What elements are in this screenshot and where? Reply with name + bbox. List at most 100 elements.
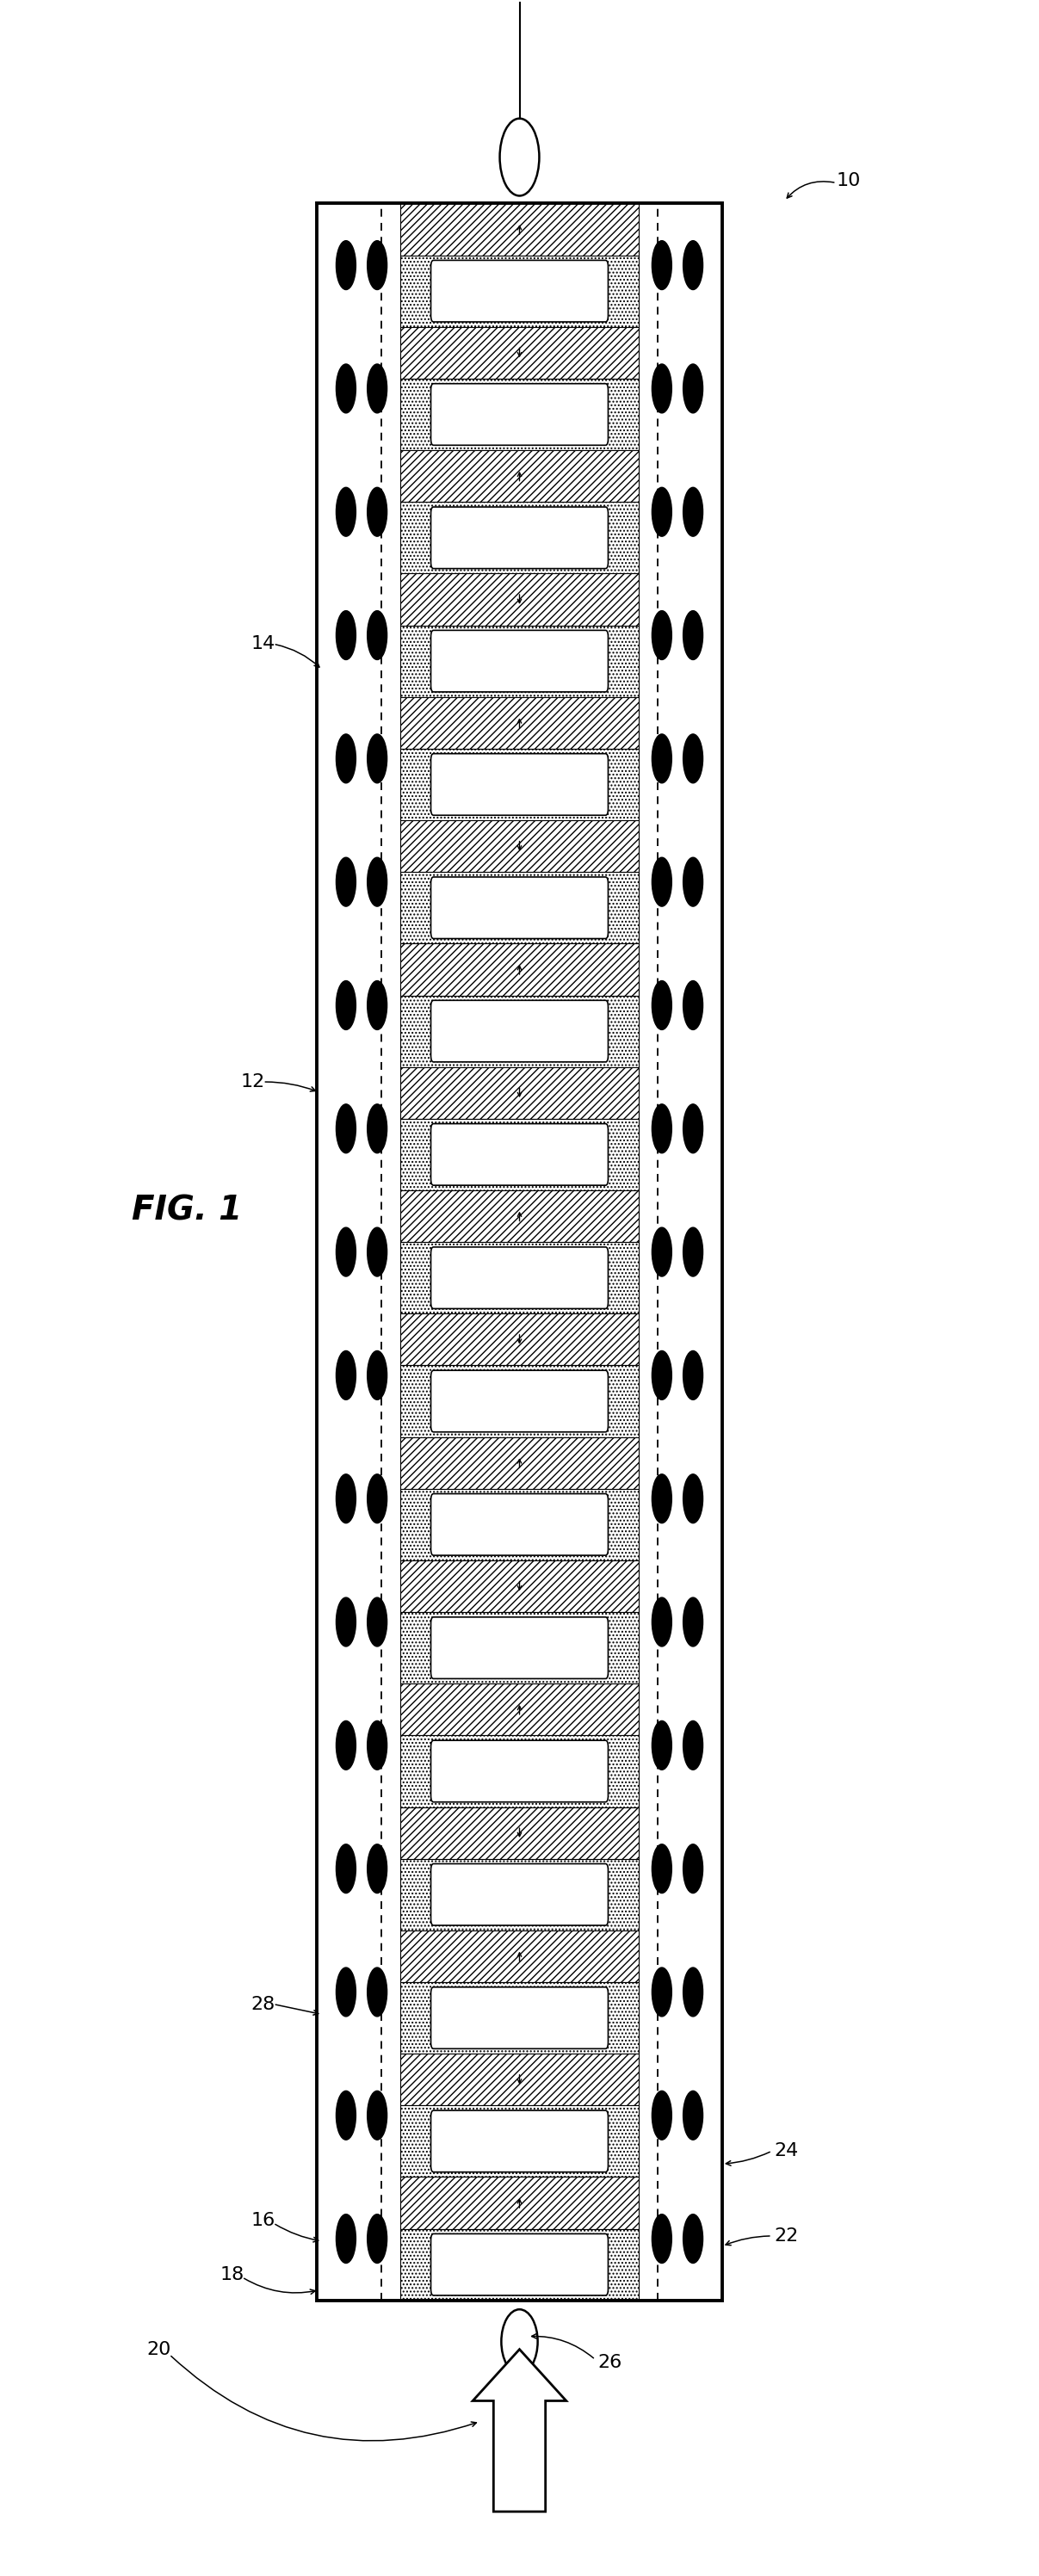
Circle shape — [652, 1721, 671, 1770]
Bar — [400, 1118, 639, 1190]
Bar — [400, 1489, 639, 1561]
Bar — [400, 1860, 639, 1929]
Bar — [400, 1736, 639, 1806]
FancyBboxPatch shape — [431, 2233, 608, 2295]
Bar — [400, 204, 639, 255]
FancyBboxPatch shape — [431, 1123, 608, 1185]
Bar — [400, 626, 639, 698]
Circle shape — [336, 1597, 355, 1646]
Circle shape — [336, 363, 355, 412]
Polygon shape — [473, 2349, 566, 2512]
FancyBboxPatch shape — [431, 755, 608, 814]
Circle shape — [652, 1105, 671, 1154]
Circle shape — [652, 240, 671, 289]
Circle shape — [336, 1721, 355, 1770]
Circle shape — [336, 611, 355, 659]
Circle shape — [684, 240, 702, 289]
Bar — [400, 2105, 639, 2177]
Text: 12: 12 — [241, 1074, 265, 1090]
Bar — [400, 327, 639, 379]
Circle shape — [652, 487, 671, 536]
Bar — [400, 1066, 639, 1118]
FancyBboxPatch shape — [431, 260, 608, 322]
Bar — [400, 379, 639, 451]
Circle shape — [336, 2092, 355, 2141]
Circle shape — [684, 363, 702, 412]
Bar — [400, 943, 639, 994]
FancyBboxPatch shape — [431, 2110, 608, 2172]
Circle shape — [336, 858, 355, 907]
Circle shape — [684, 487, 702, 536]
Text: FIG. 1: FIG. 1 — [132, 1195, 242, 1226]
Circle shape — [684, 1844, 702, 1893]
Circle shape — [367, 363, 387, 412]
Circle shape — [367, 1473, 387, 1522]
Bar — [400, 1242, 639, 1314]
Text: 10: 10 — [836, 173, 861, 188]
Circle shape — [684, 2215, 702, 2264]
Bar — [400, 574, 639, 626]
FancyBboxPatch shape — [431, 384, 608, 446]
Circle shape — [367, 1350, 387, 1399]
Text: 18: 18 — [220, 2267, 244, 2282]
Circle shape — [336, 1105, 355, 1154]
Circle shape — [652, 1844, 671, 1893]
Bar — [400, 698, 639, 750]
Circle shape — [367, 734, 387, 783]
FancyBboxPatch shape — [431, 1494, 608, 1556]
Bar — [639, 204, 722, 2300]
Circle shape — [652, 1350, 671, 1399]
Ellipse shape — [500, 118, 539, 196]
Circle shape — [652, 2092, 671, 2141]
Circle shape — [684, 734, 702, 783]
Circle shape — [684, 1473, 702, 1522]
Bar — [400, 2228, 639, 2300]
Bar — [400, 819, 639, 873]
Bar — [400, 451, 639, 502]
Circle shape — [652, 734, 671, 783]
Bar — [400, 1190, 639, 1242]
Text: 28: 28 — [251, 1996, 275, 2012]
Bar — [317, 204, 722, 2300]
Bar — [400, 1981, 639, 2053]
Circle shape — [367, 240, 387, 289]
Circle shape — [367, 858, 387, 907]
Circle shape — [367, 1721, 387, 1770]
Circle shape — [684, 611, 702, 659]
Circle shape — [367, 1105, 387, 1154]
FancyBboxPatch shape — [431, 876, 608, 938]
Circle shape — [684, 1968, 702, 2017]
Circle shape — [367, 2215, 387, 2264]
Circle shape — [336, 1350, 355, 1399]
Circle shape — [652, 2215, 671, 2264]
Bar — [400, 873, 639, 943]
Circle shape — [336, 981, 355, 1030]
Circle shape — [652, 1473, 671, 1522]
FancyBboxPatch shape — [431, 631, 608, 693]
Circle shape — [367, 1968, 387, 2017]
Text: 20: 20 — [146, 2342, 171, 2357]
Circle shape — [684, 1105, 702, 1154]
FancyBboxPatch shape — [431, 507, 608, 569]
Circle shape — [336, 487, 355, 536]
Circle shape — [367, 487, 387, 536]
Circle shape — [336, 1226, 355, 1278]
FancyBboxPatch shape — [431, 1247, 608, 1309]
Text: 16: 16 — [251, 2213, 275, 2228]
Bar — [400, 1806, 639, 1860]
Bar — [400, 1685, 639, 1736]
Circle shape — [684, 981, 702, 1030]
Bar — [400, 1613, 639, 1685]
Bar — [400, 255, 639, 327]
FancyBboxPatch shape — [431, 1618, 608, 1680]
Circle shape — [367, 611, 387, 659]
Circle shape — [336, 2215, 355, 2264]
FancyBboxPatch shape — [431, 999, 608, 1061]
Circle shape — [336, 1473, 355, 1522]
Circle shape — [367, 1844, 387, 1893]
Text: 26: 26 — [597, 2354, 621, 2370]
FancyBboxPatch shape — [431, 1986, 608, 2048]
Ellipse shape — [502, 2308, 538, 2375]
Bar — [400, 1561, 639, 1613]
Bar — [317, 204, 400, 2300]
